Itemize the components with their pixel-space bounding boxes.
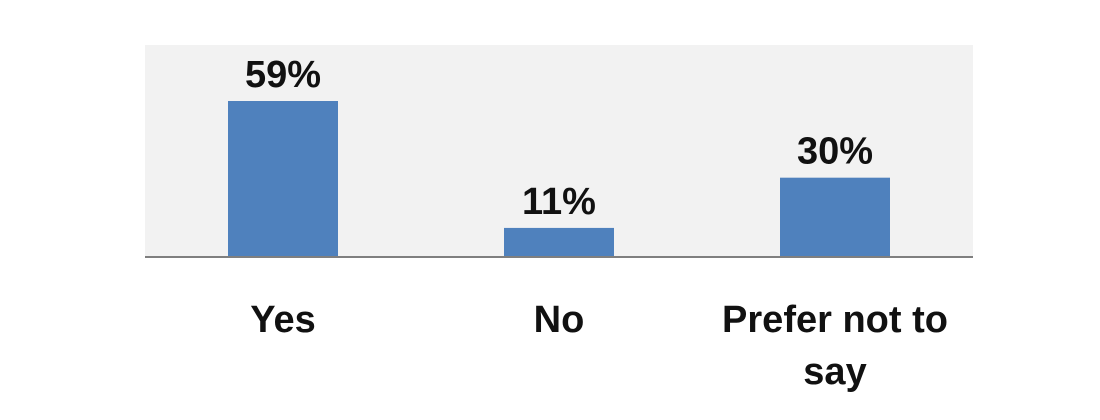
bar-0 bbox=[228, 101, 338, 257]
category-label-2-line-1: say bbox=[803, 351, 866, 393]
category-label-0-line-0: Yes bbox=[250, 299, 316, 341]
category-label-2: Prefer not to say bbox=[722, 299, 948, 393]
value-label-0: 59% bbox=[245, 54, 321, 96]
category-label-2-line-0: Prefer not to bbox=[722, 299, 948, 341]
bar-1 bbox=[504, 227, 614, 257]
category-label-1: No bbox=[534, 299, 585, 341]
bar-2 bbox=[780, 177, 890, 257]
category-label-1-line-0: No bbox=[534, 299, 585, 341]
category-label-0: Yes bbox=[250, 299, 316, 341]
bars-group bbox=[228, 101, 890, 257]
value-label-2: 30% bbox=[797, 131, 873, 173]
category-labels-group: Yes No Prefer not to say bbox=[250, 299, 948, 393]
value-label-1: 11% bbox=[522, 181, 596, 223]
value-labels-group: 59% 11% 30% bbox=[245, 54, 873, 223]
